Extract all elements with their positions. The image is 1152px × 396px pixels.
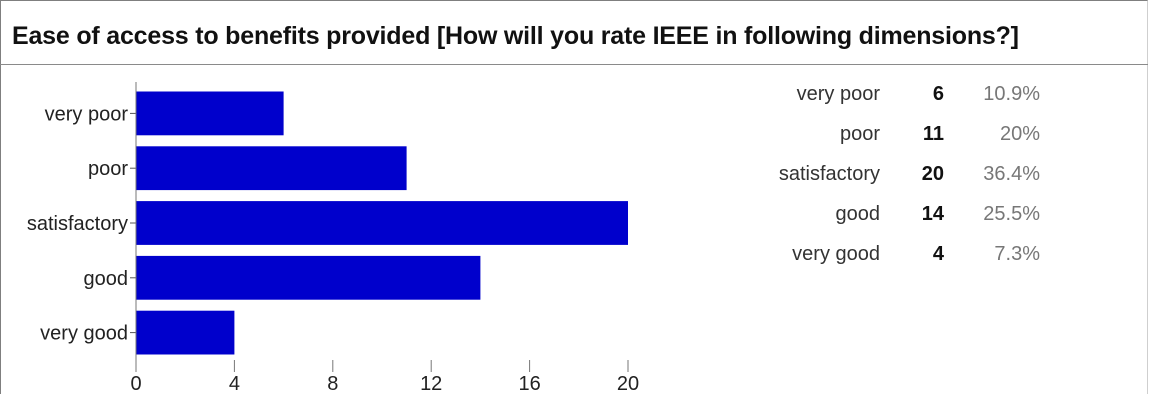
summary-percent: 20% bbox=[999, 122, 1040, 145]
bar bbox=[136, 201, 628, 245]
bar bbox=[136, 146, 407, 191]
category-label: very poor bbox=[45, 103, 129, 125]
bar bbox=[136, 91, 284, 136]
summary-row: poor 11 20% bbox=[700, 114, 1040, 154]
x-tick-label: 12 bbox=[420, 373, 442, 395]
bar bbox=[136, 310, 235, 355]
summary-table: very poor 6 10.9% poor 11 20% satisfacto… bbox=[700, 74, 1040, 274]
summary-label: poor bbox=[839, 122, 880, 145]
summary-percent: 10.9% bbox=[983, 82, 1040, 105]
summary-percent: 7.3% bbox=[994, 242, 1040, 265]
summary-row: good 14 25.5% bbox=[700, 194, 1041, 234]
summary-row: very good 4 7.3% bbox=[700, 234, 1040, 274]
summary-label: good bbox=[835, 202, 881, 225]
summary-count: 14 bbox=[921, 202, 944, 225]
summary-count: 20 bbox=[921, 162, 944, 185]
title-divider bbox=[0, 64, 1148, 65]
category-label: poor bbox=[88, 158, 128, 180]
x-tick-label: 0 bbox=[130, 373, 141, 395]
category-label: satisfactory bbox=[27, 213, 128, 235]
summary-count: 6 bbox=[932, 82, 944, 105]
summary-percent: 36.4% bbox=[983, 162, 1040, 185]
summary-row: very poor 6 10.9% bbox=[700, 74, 1040, 114]
x-tick-label: 16 bbox=[518, 373, 540, 395]
bar-chart: very poor poor satisfactory good very good 0 4… bbox=[27, 82, 639, 395]
summary-count: 4 bbox=[932, 242, 944, 265]
summary-label: satisfactory bbox=[778, 162, 880, 185]
category-label: good bbox=[84, 268, 129, 290]
summary-percent: 25.5% bbox=[983, 202, 1040, 225]
x-tick-label: 8 bbox=[327, 373, 338, 395]
summary-label: very good bbox=[792, 242, 880, 265]
chart-title: Ease of access to benefits provided [How… bbox=[12, 22, 1019, 50]
summary-row: satisfactory 20 36.4% bbox=[700, 154, 1040, 194]
category-label: very good bbox=[40, 323, 128, 345]
x-tick-label: 4 bbox=[229, 373, 240, 395]
summary-label: very poor bbox=[796, 82, 880, 105]
bar bbox=[136, 255, 481, 300]
x-tick-label: 20 bbox=[617, 373, 639, 395]
summary-count: 11 bbox=[922, 122, 944, 145]
